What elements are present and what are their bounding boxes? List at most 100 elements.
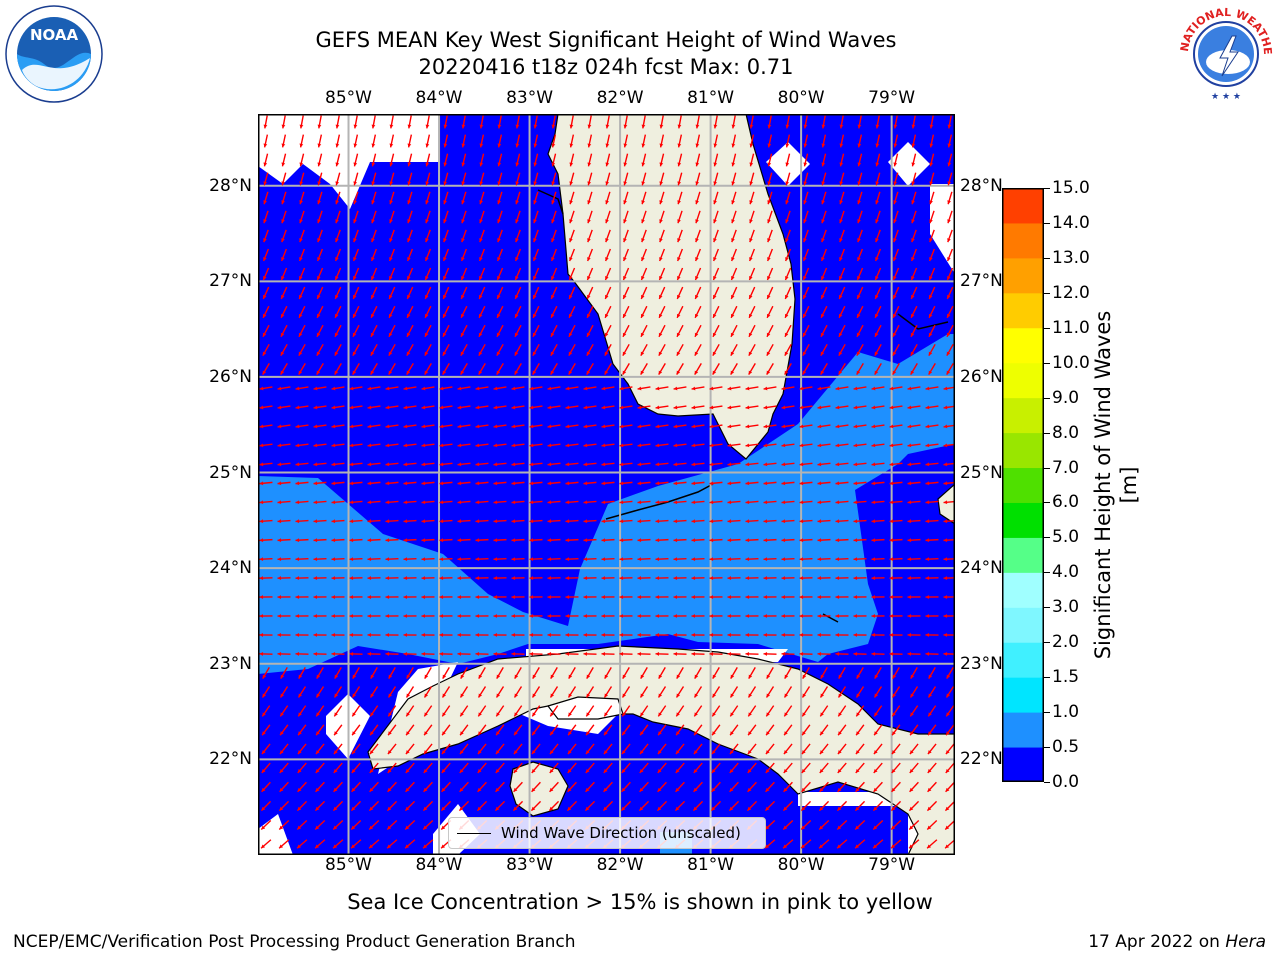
wave-direction-arrow [461,153,467,167]
wave-direction-arrow [387,743,397,755]
wave-direction-arrow [675,781,685,793]
wave-direction-arrow [349,652,363,656]
wave-direction-arrow [475,652,489,656]
wave-direction-arrow [675,705,685,717]
wave-direction-arrow [749,172,755,186]
wave-direction-arrow [457,576,471,581]
wave-direction-arrow [279,686,289,698]
wave-direction-arrow [531,743,541,755]
wave-direction-arrow [385,424,399,429]
wave-direction-arrow [547,481,561,486]
wave-direction-arrow [531,705,541,717]
wave-direction-arrow [370,267,378,281]
wave-direction-arrow [601,462,615,467]
wave-direction-arrow [439,386,453,391]
wave-direction-arrow [421,462,435,467]
wave-direction-arrow [351,762,361,774]
wave-direction-arrow [313,424,327,429]
wave-direction-arrow [475,519,489,524]
wave-direction-arrow [907,557,921,562]
wave-direction-arrow [259,652,273,656]
wave-direction-arrow [799,633,813,637]
wave-direction-arrow [892,248,900,262]
wave-direction-arrow [763,652,777,656]
wave-direction-arrow [583,595,597,599]
wave-direction-arrow [621,762,631,774]
wave-direction-arrow [944,820,955,830]
wave-direction-arrow [910,286,918,300]
wave-direction-arrow [371,172,377,186]
wave-direction-arrow [658,267,666,281]
wave-direction-arrow [513,743,523,755]
wave-direction-arrow [565,519,579,524]
wave-direction-arrow [369,743,379,755]
wave-direction-arrow [784,267,792,281]
wave-direction-arrow [640,667,648,679]
wave-direction-arrow [640,305,648,319]
wave-direction-arrow [889,538,903,543]
wave-direction-arrow [766,324,774,338]
wave-direction-arrow [765,781,775,793]
wave-direction-arrow [331,386,345,391]
colorbar-segment-4 [1002,607,1044,643]
wave-direction-arrow [475,614,489,618]
wave-direction-arrow [368,839,380,849]
wave-direction-arrow [403,386,417,391]
wave-direction-arrow [353,172,359,186]
wave-direction-arrow [802,343,810,357]
wave-direction-arrow [709,557,723,562]
wave-direction-arrow [349,538,363,543]
wave-direction-arrow [908,800,920,812]
wave-direction-arrow [711,705,721,717]
wave-direction-arrow [495,743,505,755]
wave-direction-arrow [423,743,433,755]
wave-direction-arrow [367,557,381,562]
colorbar-segment-1 [1002,712,1044,748]
wave-direction-arrow [925,386,939,391]
wave-direction-arrow [659,191,665,205]
wave-direction-arrow [569,134,575,148]
wave-direction-arrow [944,839,955,849]
wind-wave-map [258,114,955,855]
wave-direction-arrow [349,424,363,429]
wave-direction-arrow [529,652,543,656]
wave-direction-arrow [475,595,489,599]
wave-direction-arrow [532,248,540,262]
wave-direction-arrow [655,424,669,429]
wave-direction-arrow [767,191,773,205]
wave-direction-arrow [691,557,705,562]
wave-direction-arrow [873,705,883,717]
wave-direction-arrow [818,800,830,812]
wave-direction-arrow [623,191,629,205]
wave-direction-arrow [781,481,795,486]
wave-direction-arrow [313,614,327,618]
wave-direction-arrow [548,800,560,812]
cuba-land [367,645,955,855]
wave-direction-arrow [820,343,828,357]
footer-right: 17 Apr 2022 on Hera [1088,932,1266,952]
wave-direction-arrow [781,405,795,410]
wave-direction-arrow [460,286,468,300]
wave-direction-arrow [910,305,918,319]
lat-tick-left-4: 24°N [209,558,252,579]
wave-direction-arrow [370,286,378,300]
wave-direction-arrow [871,386,885,391]
wave-direction-arrow [695,153,701,167]
wave-direction-arrow [316,363,324,375]
wave-direction-arrow [277,424,291,429]
wave-direction-arrow [817,424,831,429]
wave-direction-arrow [493,519,507,524]
colorbar-tick-5: 3.0 [1052,597,1080,618]
wave-direction-arrow [892,363,900,375]
wave-direction-arrow [601,557,615,562]
wave-direction-arrow [547,576,561,581]
wave-direction-arrow [547,519,561,524]
wave-direction-arrow [693,743,703,755]
colorbar-tick-mark [1044,362,1050,364]
wave-direction-arrow [673,519,687,524]
wave-direction-arrow [835,443,849,448]
wave-direction-arrow [478,248,486,262]
wave-direction-arrow [459,781,469,793]
wave-direction-arrow [277,557,291,562]
wave-direction-arrow [875,115,880,129]
